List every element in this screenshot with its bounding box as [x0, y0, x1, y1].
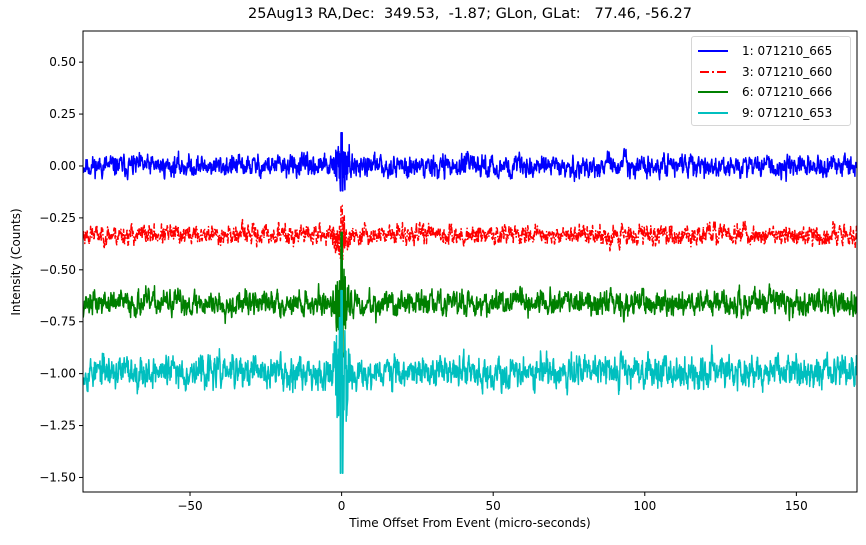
legend-item: 1: 071210_665 [698, 41, 844, 62]
x-axis-ticks: −50 0 50 100 150 [177, 492, 808, 513]
legend-line-icon [698, 67, 728, 77]
series-line [83, 132, 857, 192]
legend-label: 3: 071210_660 [742, 64, 833, 79]
chart-title: 25Aug13 RA,Dec: 349.53, -1.87; GLon, GLa… [248, 6, 692, 22]
svg-text:−0.50: −0.50 [39, 263, 76, 277]
legend-item: 6: 071210_666 [698, 82, 844, 103]
svg-text:−1.25: −1.25 [39, 419, 76, 433]
legend-line-icon [698, 87, 728, 97]
svg-text:0: 0 [338, 499, 346, 513]
svg-text:0.25: 0.25 [49, 107, 76, 121]
y-axis-label: Intensity (Counts) [9, 208, 23, 316]
data-traces [83, 132, 857, 475]
y-axis-ticks: 0.50 0.25 0.00 −0.25 −0.50 −0.75 −1.00 −1.25 −1.… [39, 55, 83, 484]
svg-text:−1.00: −1.00 [39, 367, 76, 381]
svg-text:0.50: 0.50 [49, 55, 76, 69]
series-line [83, 289, 857, 475]
legend-item: 9: 071210_653 [698, 103, 844, 124]
series-line [83, 204, 857, 261]
legend-line-icon [698, 108, 728, 118]
svg-text:−50: −50 [177, 499, 202, 513]
svg-text:−0.25: −0.25 [39, 211, 76, 225]
svg-text:150: 150 [785, 499, 808, 513]
svg-text:0.00: 0.00 [49, 159, 76, 173]
legend-label: 9: 071210_653 [742, 105, 833, 120]
x-axis-label: Time Offset From Event (micro-seconds) [349, 516, 591, 530]
svg-text:−1.50: −1.50 [39, 470, 76, 484]
legend-label: 6: 071210_666 [742, 85, 833, 100]
svg-text:100: 100 [633, 499, 656, 513]
legend-line-icon [698, 46, 728, 56]
legend-label: 1: 071210_665 [742, 44, 833, 59]
svg-text:−0.75: −0.75 [39, 315, 76, 329]
axes-frame [82, 30, 858, 493]
legend: 1: 071210_665 3: 071210_660 6: 071210_66… [691, 36, 851, 126]
series-line [83, 231, 857, 358]
svg-text:50: 50 [486, 499, 501, 513]
legend-item: 3: 071210_660 [698, 62, 844, 83]
